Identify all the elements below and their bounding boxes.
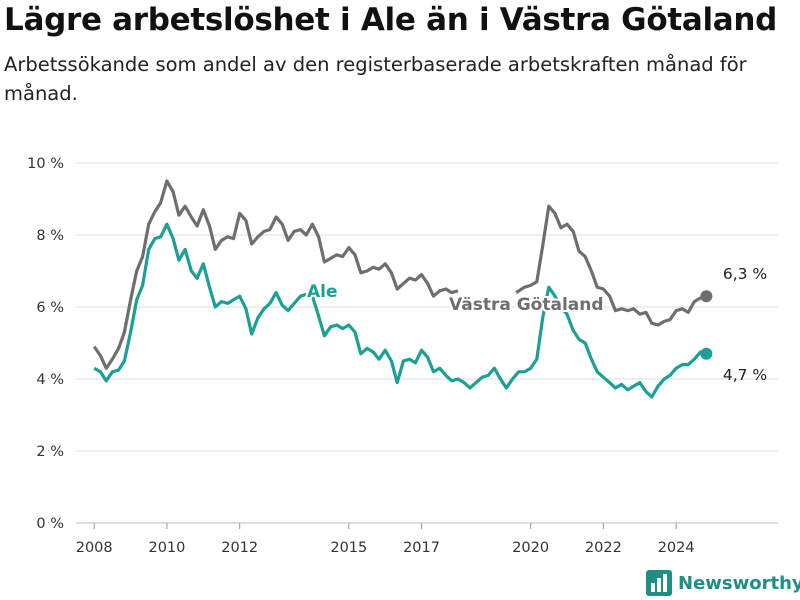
- y-axis-ticks: 0 % 2 % 4 % 6 % 8 % 10 %: [27, 156, 64, 532]
- x-tick-label: 2010: [148, 540, 185, 556]
- grid-lines: [76, 162, 778, 524]
- chart-title: Lägre arbetslöshet i Ale än i Västra Göt…: [4, 2, 778, 38]
- chart-subtitle: Arbetssökande som andel av den registerb…: [4, 53, 747, 105]
- end-value-label-vastra-gotaland: 6,3 %: [723, 265, 767, 283]
- y-tick-label: 2 %: [36, 444, 64, 460]
- series-labels: Ale Västra Götaland 6,3 % 4,7 %: [305, 265, 767, 384]
- y-tick-label: 0 %: [36, 516, 64, 532]
- brand-name: Newsworthy: [678, 572, 800, 594]
- series-line-vastra-gotaland: [92, 179, 459, 370]
- series-label-vastra-gotaland: Västra Götaland: [449, 295, 604, 315]
- newsworthy-logo-icon: [646, 570, 672, 596]
- end-marker-vastra-gotaland: [700, 290, 713, 303]
- brand-logo: Newsworthy: [646, 570, 800, 596]
- x-tick-label: 2022: [585, 540, 622, 556]
- x-tick-label: 2012: [221, 540, 258, 556]
- series-lines: [92, 179, 713, 399]
- y-tick-label: 4 %: [36, 372, 64, 388]
- series-label-ale: Ale: [307, 282, 338, 302]
- end-marker-ale: [700, 347, 713, 360]
- y-tick-label: 10 %: [27, 156, 64, 172]
- x-tick-label: 2017: [403, 540, 440, 556]
- series-line-vastra-gotaland-segment: [515, 204, 707, 327]
- x-tick-label: 2008: [76, 540, 113, 556]
- y-tick-label: 6 %: [36, 300, 64, 316]
- x-tick-label: 2015: [330, 540, 367, 556]
- x-axis-ticks: 2008 2010 2012 2015 2017 2020 2022 2024: [76, 523, 695, 556]
- x-tick-label: 2024: [658, 540, 695, 556]
- end-value-label-ale: 4,7 %: [723, 366, 767, 384]
- x-tick-label: 2020: [512, 540, 549, 556]
- series-line-ale: [93, 222, 707, 399]
- y-tick-label: 8 %: [36, 228, 64, 244]
